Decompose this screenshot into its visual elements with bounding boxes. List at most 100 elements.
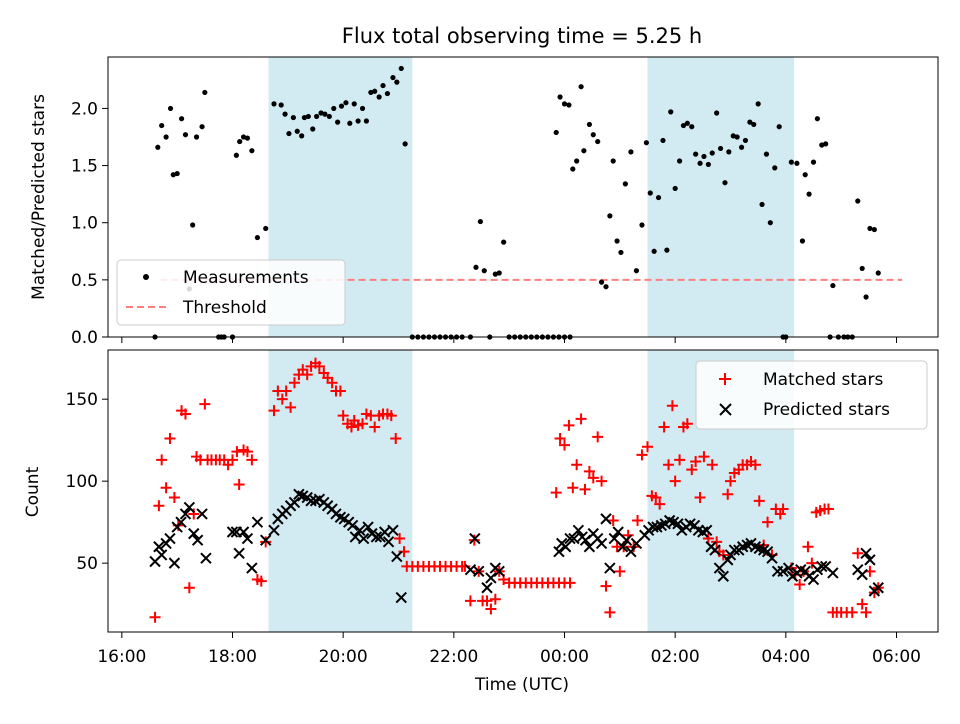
matched-point: [777, 503, 789, 515]
measurement-point: [178, 116, 185, 122]
legend-matched-marker: [719, 373, 731, 385]
predicted-point: [288, 496, 301, 509]
matched-point: [160, 482, 172, 494]
measurement-point: [859, 265, 865, 272]
x-tick-label: 02:00: [651, 647, 700, 667]
matched-point: [334, 385, 346, 397]
matched-point: [301, 369, 313, 381]
matched-point: [846, 606, 858, 618]
measurement-point: [610, 158, 616, 164]
predicted-point: [672, 518, 684, 530]
measurement-point: [570, 166, 576, 172]
predicted-point: [485, 572, 497, 584]
x-tick-label: 04:00: [761, 647, 810, 667]
measurement-point: [672, 185, 678, 192]
predicted-point: [777, 565, 789, 578]
measurement-point: [823, 141, 829, 147]
bottom-panel: 50 100 150 16:00 18:00 20:00 22:00 00:00 02:00 0…: [23, 349, 939, 695]
predicted-point: [370, 531, 383, 543]
measurement-point: [668, 109, 674, 115]
matched-point: [285, 401, 297, 413]
matched-point: [337, 410, 349, 422]
measurement-point: [598, 279, 605, 285]
predicted-point: [807, 573, 820, 586]
measurement-point: [697, 160, 703, 166]
predicted-point: [709, 544, 721, 556]
predicted-point: [860, 547, 872, 560]
matched-point: [255, 575, 267, 587]
predicted-point: [175, 516, 187, 528]
measurement-point: [380, 82, 386, 89]
bottom-y-axis-label: Count: [23, 466, 43, 517]
predicted-point: [391, 550, 403, 563]
measurement-point: [566, 102, 572, 108]
predicted-point: [625, 545, 637, 558]
matched-point: [260, 536, 272, 548]
matched-point: [794, 578, 806, 590]
measurement-point: [347, 120, 353, 126]
measurement-point: [590, 132, 596, 138]
legend-predicted-label: Predicted stars: [763, 400, 890, 420]
predicted-point: [179, 508, 192, 520]
measurement-point: [738, 144, 745, 150]
predicted-point: [251, 516, 264, 528]
matched-point: [694, 492, 706, 504]
measurement-point: [322, 111, 328, 117]
matched-point: [706, 459, 718, 471]
predicted-point: [572, 524, 585, 537]
measurement-point: [359, 105, 366, 112]
matched-star-points: [149, 357, 884, 623]
measurement-point: [689, 124, 695, 130]
matched-point: [753, 495, 765, 507]
legend-predicted-marker: [719, 403, 732, 416]
x-tick-label: 00:00: [540, 647, 589, 667]
matched-point: [564, 577, 576, 589]
measurement-point: [717, 145, 724, 152]
measurement-point: [310, 126, 316, 132]
measurement-point: [655, 194, 662, 201]
legend-matched-label: Matched stars: [763, 370, 883, 390]
predicted-point: [553, 545, 565, 558]
measurement-point: [660, 137, 666, 144]
predicted-point: [246, 562, 258, 574]
measurement-point: [810, 159, 817, 165]
measurement-point: [290, 114, 296, 121]
matched-point: [592, 431, 604, 443]
matched-point: [583, 465, 595, 477]
measurement-point: [855, 198, 861, 204]
predicted-point: [469, 532, 481, 545]
x-tick-label: 20:00: [319, 647, 368, 667]
measurement-point: [278, 102, 284, 108]
predicted-point: [354, 524, 366, 537]
x-axis-label: Time (UTC): [474, 675, 569, 695]
measurement-point: [806, 191, 812, 197]
matched-point: [394, 533, 406, 545]
measurement-point: [193, 134, 200, 140]
matched-point: [385, 410, 397, 422]
measurement-point: [294, 128, 300, 134]
x-tick-label: 06:00: [872, 647, 921, 667]
predicted-point: [191, 534, 204, 546]
matched-point: [489, 593, 501, 605]
matched-point: [571, 459, 583, 471]
matched-point: [326, 377, 338, 389]
measurement-point: [501, 239, 507, 245]
measurement-point: [871, 226, 877, 233]
measurement-point: [233, 152, 239, 158]
measurement-point: [794, 160, 800, 166]
measurement-point: [714, 110, 720, 116]
measurement-point: [244, 135, 251, 141]
top-axes-frame: [107, 56, 939, 338]
measurement-point: [763, 151, 770, 157]
matched-point: [357, 418, 369, 430]
measurement-point: [182, 132, 189, 138]
measurement-point: [639, 222, 645, 228]
observing-span-1: [268, 350, 413, 632]
matched-point: [762, 516, 774, 528]
matched-point: [856, 598, 868, 610]
measurement-point: [680, 122, 687, 129]
predicted-point: [168, 557, 181, 569]
matched-point: [288, 377, 300, 389]
measurement-point: [561, 101, 568, 107]
measurement-point: [684, 120, 690, 126]
